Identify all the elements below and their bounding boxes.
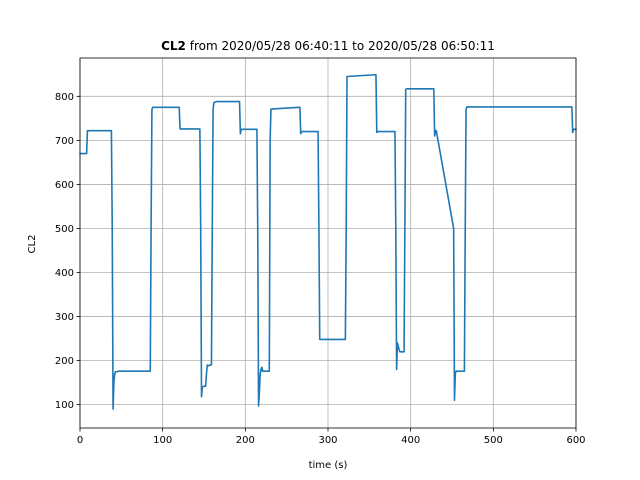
x-tick-label: 100 xyxy=(153,435,172,446)
y-tick-label: 400 xyxy=(55,268,74,279)
chart-title: CL2 from 2020/05/28 06:40:11 to 2020/05/… xyxy=(161,39,495,53)
x-tick-label: 500 xyxy=(484,435,503,446)
x-tick-label: 600 xyxy=(566,435,585,446)
y-tick-label: 800 xyxy=(55,92,74,103)
x-axis-ticks: 0 100 200 300 400 500 600 xyxy=(77,428,586,446)
x-axis-label: time (s) xyxy=(309,460,348,471)
y-tick-label: 700 xyxy=(55,136,74,147)
y-tick-label: 200 xyxy=(55,356,74,367)
series-line xyxy=(79,73,577,410)
x-tick-label: 300 xyxy=(318,435,337,446)
y-tick-label: 500 xyxy=(55,224,74,235)
grid-layer xyxy=(79,58,577,428)
y-axis-label: CL2 xyxy=(27,235,38,254)
series-layer xyxy=(79,73,577,410)
x-tick-label: 400 xyxy=(401,435,420,446)
x-tick-label: 0 xyxy=(77,435,83,446)
title-rest-part: from 2020/05/28 06:40:11 to 2020/05/28 0… xyxy=(186,39,495,53)
y-tick-label: 600 xyxy=(55,180,74,191)
y-tick-label: 100 xyxy=(55,400,74,411)
y-tick-label: 300 xyxy=(55,312,74,323)
y-axis-ticks: 100 200 300 400 500 600 700 800 xyxy=(55,92,80,411)
x-tick-label: 200 xyxy=(236,435,255,446)
title-bold-part: CL2 xyxy=(161,39,186,53)
